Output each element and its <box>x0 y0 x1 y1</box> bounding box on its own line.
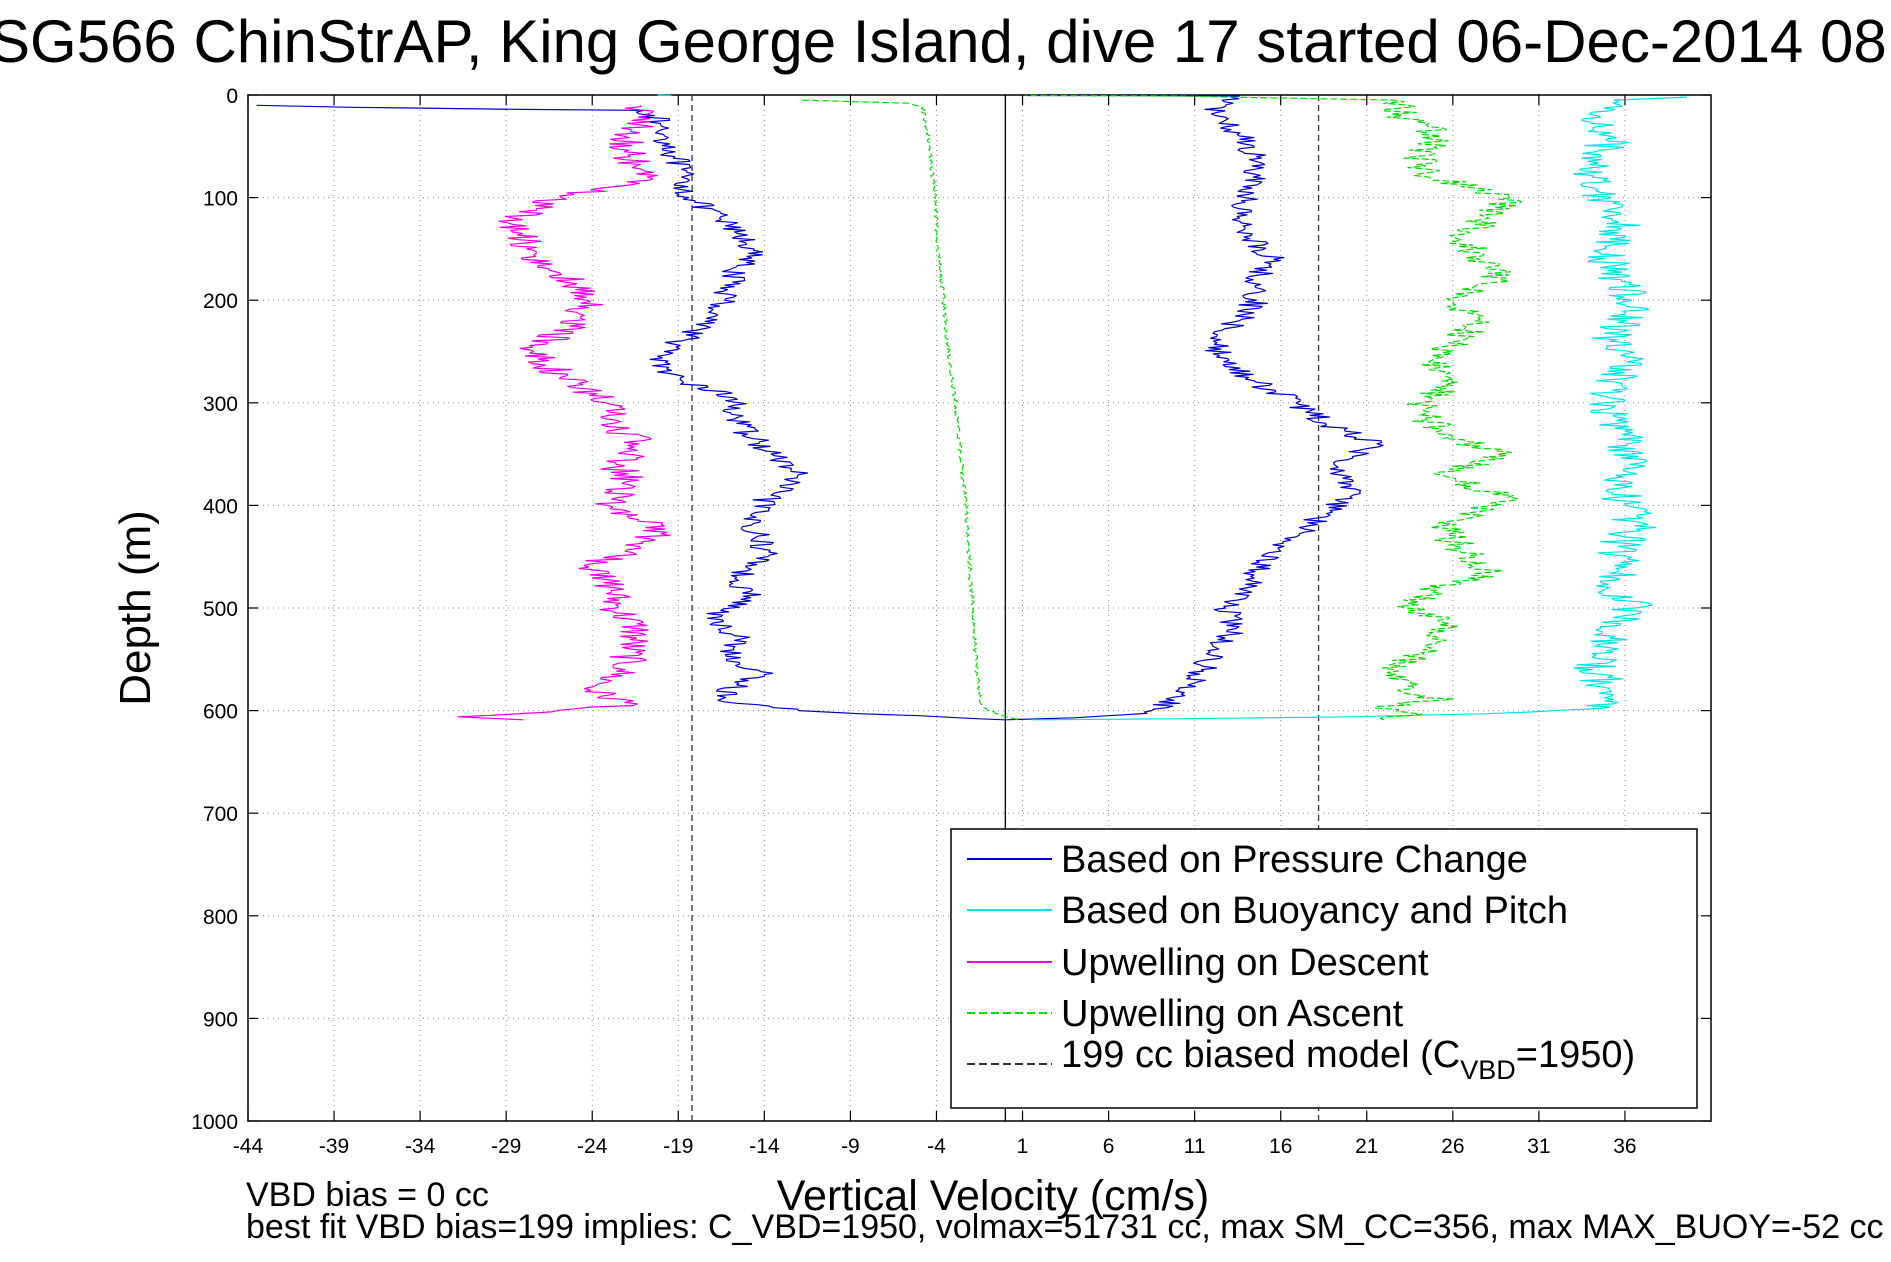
series-line-upwelling-descent <box>457 105 671 721</box>
x-tick-label: 11 <box>1184 1135 1206 1158</box>
x-tick-label: -9 <box>841 1135 860 1158</box>
chart-legend: Based on Pressure Change Based on Buoyan… <box>950 828 1698 1109</box>
legend-label-pressure-change: Based on Pressure Change <box>1061 839 1528 881</box>
x-tick-label: -44 <box>233 1135 264 1158</box>
x-tick-label: 21 <box>1355 1135 1378 1158</box>
x-tick-label: -29 <box>491 1135 521 1158</box>
series-lines <box>256 94 1687 721</box>
legend-label-upwelling-descent: Upwelling on Descent <box>1061 942 1429 984</box>
chart-title: SG566 ChinStrAP, King George Island, div… <box>0 8 1891 75</box>
series-line-pressure-descent <box>256 104 1006 721</box>
legend-label-biased-model: 199 cc biased model (CVBD=1950) <box>1061 1034 1635 1085</box>
x-ticks: -44 -39 -34 -29 -24 -19 -14 -9 -4 1 6 11 16 21 26 31 36 <box>233 95 1637 1158</box>
x-tick-label: -4 <box>927 1135 946 1158</box>
legend-label-biased-model-main: 199 cc biased model (C <box>1061 1034 1460 1076</box>
y-tick-label: 1000 <box>191 1111 238 1134</box>
y-ticks: 0 100 200 300 400 500 600 700 800 900 1000 <box>191 85 1711 1134</box>
x-axis-label: Vertical Velocity (cm/s) <box>777 1172 1210 1220</box>
series-line-upwelling-ascent-right <box>1025 94 1522 721</box>
x-tick-label: 6 <box>1103 1135 1115 1158</box>
x-tick-label: 36 <box>1613 1135 1636 1158</box>
y-axis-label: Depth (m) <box>111 510 160 706</box>
y-tick-label: 100 <box>203 188 238 211</box>
y-tick-label: 900 <box>203 1008 238 1031</box>
x-tick-label: -19 <box>663 1135 693 1158</box>
y-tick-label: 500 <box>203 598 238 621</box>
series-line-buoyancy-descent <box>657 94 672 97</box>
legend-label-biased-model-end: =1950) <box>1516 1034 1635 1076</box>
annotation-vbd-bias: VBD bias = 0 cc <box>246 1176 489 1214</box>
legend-label-upwelling-ascent: Upwelling on Ascent <box>1061 993 1404 1035</box>
legend-label-biased-model-subscript: VBD <box>1460 1055 1516 1085</box>
x-tick-label: -34 <box>405 1135 436 1158</box>
annotation-best-fit: best fit VBD bias=199 implies: C_VBD=195… <box>246 1208 1883 1246</box>
series-line-buoyancy-ascent <box>1031 96 1687 721</box>
x-tick-label: 1 <box>1017 1135 1029 1158</box>
legend-box <box>950 828 1698 1109</box>
x-tick-label: 26 <box>1441 1135 1464 1158</box>
y-tick-label: 700 <box>203 803 238 826</box>
series-line-pressure-ascent <box>1005 94 1384 721</box>
y-tick-label: 200 <box>203 290 238 313</box>
y-tick-label: 0 <box>226 85 238 108</box>
legend-label-buoyancy-pitch: Based on Buoyancy and Pitch <box>1061 890 1568 932</box>
y-tick-label: 600 <box>203 701 238 724</box>
y-tick-label: 300 <box>203 393 238 416</box>
x-tick-label: 16 <box>1269 1135 1292 1158</box>
y-tick-label: 400 <box>203 495 238 518</box>
y-tick-label: 800 <box>203 906 238 929</box>
x-tick-label: -39 <box>319 1135 349 1158</box>
x-tick-label: -14 <box>749 1135 780 1158</box>
x-tick-label: -24 <box>577 1135 608 1158</box>
x-tick-label: 31 <box>1527 1135 1550 1158</box>
series-line-upwelling-ascent <box>802 99 1020 721</box>
